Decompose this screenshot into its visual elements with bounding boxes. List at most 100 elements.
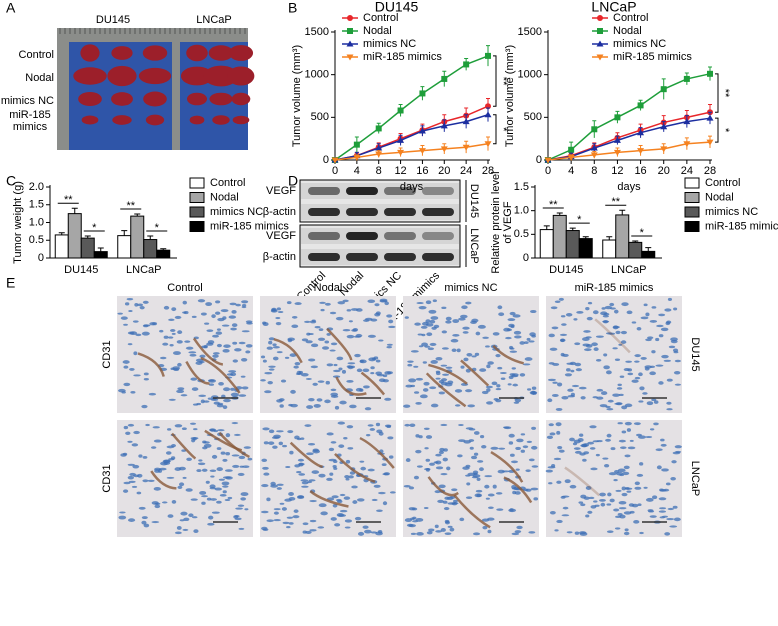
nucleus	[472, 532, 481, 536]
nucleus	[168, 318, 175, 322]
nucleus	[426, 531, 433, 535]
nucleus	[658, 334, 664, 338]
error-bar	[645, 247, 652, 252]
nucleus	[159, 329, 164, 333]
nucleus	[328, 447, 335, 452]
nucleus	[345, 459, 351, 464]
nucleus	[171, 332, 176, 335]
nucleus	[247, 457, 253, 461]
marker	[397, 149, 405, 156]
nucleus	[279, 502, 285, 505]
marker	[353, 154, 361, 161]
nucleus	[370, 531, 378, 534]
nucleus	[300, 479, 309, 482]
nucleus	[128, 518, 136, 522]
nucleus	[485, 497, 490, 500]
nucleus	[545, 469, 553, 473]
blot-band	[346, 208, 378, 216]
nucleus	[129, 367, 135, 371]
nucleus	[351, 485, 358, 489]
nucleus	[670, 339, 678, 344]
nucleus	[465, 301, 472, 305]
marker	[660, 86, 667, 93]
nucleus	[202, 440, 207, 444]
nucleus	[185, 488, 193, 492]
nucleus	[465, 427, 474, 430]
nucleus	[574, 342, 581, 346]
marker	[706, 114, 714, 121]
nucleus	[181, 427, 187, 430]
nucleus	[511, 485, 517, 489]
marker	[637, 148, 645, 155]
nucleus	[324, 302, 331, 306]
nucleus	[174, 315, 182, 319]
blot-band	[422, 187, 454, 195]
nucleus	[312, 382, 318, 386]
nucleus	[168, 398, 176, 401]
marker	[346, 40, 354, 47]
marker	[597, 15, 603, 21]
nucleus	[243, 446, 251, 449]
nucleus	[304, 320, 311, 323]
tumor	[80, 44, 100, 62]
marker	[568, 146, 575, 153]
nucleus	[127, 440, 133, 443]
vessel	[200, 356, 241, 394]
nucleus	[211, 511, 220, 514]
nucleus	[376, 509, 383, 513]
nucleus	[645, 497, 654, 502]
x-tick-label: 12	[611, 165, 623, 177]
nucleus	[578, 531, 587, 535]
nucleus	[592, 440, 599, 443]
vessel	[273, 337, 303, 364]
nucleus	[411, 507, 418, 511]
nucleus	[481, 390, 489, 395]
nucleus	[666, 401, 672, 405]
nucleus	[268, 368, 275, 371]
nucleus	[574, 531, 580, 535]
nucleus	[649, 428, 655, 431]
nucleus	[352, 327, 359, 332]
vessel	[359, 436, 395, 469]
nucleus	[491, 381, 498, 386]
nucleus	[591, 342, 598, 347]
marker	[418, 148, 426, 155]
nucleus	[182, 311, 187, 314]
nucleus	[405, 458, 411, 463]
significance-label: **	[611, 196, 620, 208]
nucleus	[241, 300, 249, 304]
nucleus	[496, 384, 501, 388]
nucleus	[613, 478, 618, 482]
nucleus	[457, 454, 463, 458]
nucleus	[191, 315, 197, 319]
nucleus	[376, 373, 385, 377]
nucleus	[373, 356, 379, 360]
nucleus	[415, 517, 424, 522]
nucleus	[585, 307, 590, 311]
nucleus	[261, 484, 269, 488]
nucleus	[449, 527, 455, 532]
nucleus	[341, 369, 347, 374]
nucleus	[511, 532, 520, 536]
nucleus	[359, 388, 364, 392]
nucleus	[444, 532, 452, 536]
significance-bracket	[715, 73, 719, 113]
nucleus	[262, 322, 269, 327]
y-tick-label: 1.5	[514, 181, 529, 193]
nucleus	[462, 331, 469, 334]
nucleus	[475, 489, 483, 493]
nucleus	[212, 334, 219, 338]
nucleus	[560, 315, 566, 318]
tumor	[186, 92, 208, 106]
nucleus	[564, 479, 571, 484]
nucleus	[617, 422, 623, 425]
nucleus	[560, 338, 566, 342]
panel-label: E	[6, 275, 15, 291]
nucleus	[326, 363, 334, 367]
nucleus	[410, 532, 417, 535]
nucleus	[574, 450, 582, 454]
nucleus	[580, 396, 586, 400]
y-axis-label: Tumor weight (g)	[12, 181, 24, 264]
nucleus	[623, 531, 630, 536]
nucleus	[364, 317, 373, 321]
